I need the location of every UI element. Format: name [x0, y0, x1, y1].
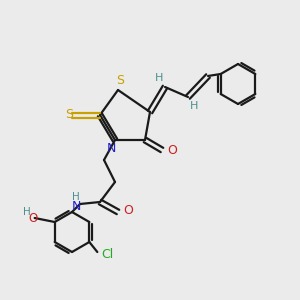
Text: N: N: [71, 200, 81, 214]
Text: H: H: [23, 207, 31, 217]
Text: S: S: [116, 74, 124, 88]
Text: S: S: [65, 107, 73, 121]
Text: N: N: [106, 142, 116, 155]
Text: O: O: [167, 145, 177, 158]
Text: O: O: [28, 212, 37, 224]
Text: Cl: Cl: [101, 248, 113, 260]
Text: O: O: [123, 205, 133, 218]
Text: H: H: [190, 101, 198, 111]
Text: H: H: [72, 192, 80, 202]
Text: H: H: [155, 73, 163, 83]
